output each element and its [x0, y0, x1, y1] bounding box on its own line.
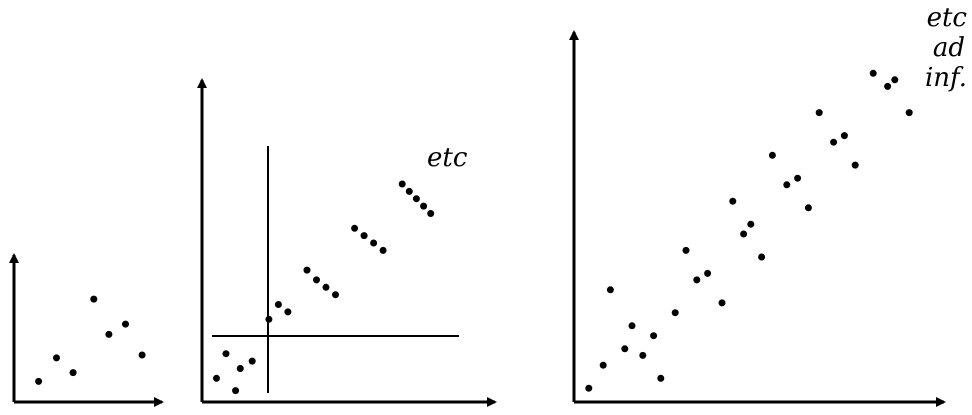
panel-large-label-line-3: inf.: [925, 63, 967, 93]
panel-middle-point-16: [379, 246, 387, 254]
panel-large-point-8: [657, 374, 665, 382]
panel-middle-point-12: [332, 291, 339, 299]
panel-large-point-21: [804, 204, 812, 212]
panel-middle-point-21: [427, 210, 435, 217]
panel-large-point-1: [585, 384, 593, 392]
panel-large-point-16: [747, 220, 755, 228]
panel-middle-point-18: [405, 187, 413, 195]
panel-middle-point-5: [248, 357, 256, 365]
panel-large-point-11: [693, 276, 701, 284]
panel-large-point-28: [891, 76, 899, 84]
panel-large-point-5: [628, 322, 636, 330]
panel-middle-point-14: [360, 232, 368, 240]
panel-middle-point-9: [303, 266, 311, 274]
panel-large-point-6: [639, 351, 647, 359]
panel-small-point-2: [53, 354, 60, 362]
panel-large-point-29: [905, 109, 913, 117]
panel-large-point-9: [671, 309, 679, 317]
panel-large-point-2: [599, 361, 607, 369]
panel-small-points: [35, 295, 146, 385]
panel-large: etc ad inf.: [569, 3, 968, 407]
panel-middle-point-11: [322, 283, 330, 291]
panel-small: [9, 253, 164, 407]
panel-large-point-19: [783, 181, 791, 189]
panel-middle-point-6: [265, 315, 273, 323]
panel-middle-label: etc: [427, 143, 468, 173]
panel-middle-point-3: [232, 387, 240, 395]
panel-large-point-7: [650, 332, 658, 340]
panel-small-point-6: [122, 320, 129, 328]
panel-middle-point-13: [351, 224, 359, 232]
panel-large-point-24: [840, 132, 848, 140]
panel-large-point-13: [718, 299, 726, 307]
panel-middle-point-8: [284, 308, 292, 316]
panel-large-point-27: [884, 82, 892, 90]
panel-large-point-4: [621, 345, 629, 353]
panel-large-point-15: [740, 230, 748, 238]
panel-middle-point-15: [370, 239, 378, 247]
panel-large-point-10: [682, 246, 690, 254]
panel-middle-point-10: [313, 276, 320, 284]
panel-small-point-4: [90, 295, 98, 303]
panel-middle: etc: [197, 78, 497, 407]
panel-small-point-1: [35, 377, 43, 385]
panel-middle-point-17: [398, 180, 406, 188]
panel-large-point-17: [758, 253, 766, 261]
panel-large-point-25: [851, 161, 859, 169]
panel-middle-point-2: [222, 350, 230, 358]
panel-middle-point-19: [412, 195, 420, 203]
panel-large-point-22: [815, 109, 823, 117]
panel-small-point-3: [69, 369, 77, 377]
panel-middle-point-1: [213, 374, 220, 382]
panel-large-point-14: [729, 197, 737, 205]
panel-large-point-18: [768, 151, 776, 159]
panel-middle-points: [213, 180, 435, 395]
panel-small-point-5: [105, 330, 113, 338]
panel-small-point-7: [138, 351, 146, 359]
panel-middle-point-4: [236, 365, 244, 372]
panel-large-point-12: [704, 269, 712, 277]
panel-middle-point-7: [274, 301, 282, 308]
panel-middle-point-20: [420, 202, 428, 210]
panel-large-point-23: [830, 138, 838, 146]
panel-large-label-line-2: ad: [933, 33, 965, 63]
panel-large-points: [585, 69, 913, 392]
panel-large-label-line-1: etc: [927, 3, 968, 33]
panel-large-point-26: [869, 69, 877, 77]
panel-large-point-20: [794, 174, 802, 182]
panel-large-point-3: [606, 286, 614, 294]
